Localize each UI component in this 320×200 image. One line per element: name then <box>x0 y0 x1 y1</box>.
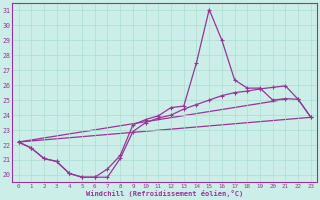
X-axis label: Windchill (Refroidissement éolien,°C): Windchill (Refroidissement éolien,°C) <box>86 190 243 197</box>
